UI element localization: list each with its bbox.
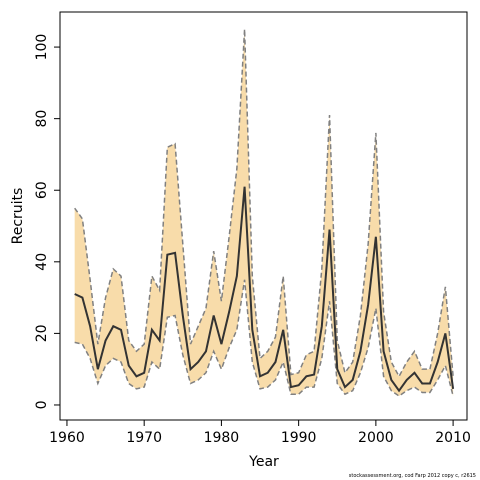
lower-bound [74,279,454,397]
estimate-line [74,186,455,393]
x-axis-label: Year [248,454,279,470]
x-tick-label: 1980 [204,430,240,446]
y-tick-label: 40 [34,253,50,271]
y-axis-label: Recruits [10,188,26,245]
y-tick-label: 80 [34,110,50,128]
y-tick-label: 60 [34,181,50,199]
y-tick-label: 0 [34,401,50,410]
x-tick-label: 1970 [126,430,162,446]
plot-frame [59,11,468,421]
x-tick-label: 1990 [281,430,317,446]
x-tick-label: 1960 [49,430,85,446]
footnote: stockassessment.org, cod Farp 2012 copy … [349,473,476,479]
y-tick-label: 20 [34,324,50,342]
upper-bound [74,29,454,378]
y-tick-label: 100 [34,34,50,61]
confidence-band [74,29,454,397]
x-tick-label: 2010 [435,430,471,446]
x-tick-label: 2000 [358,430,394,446]
